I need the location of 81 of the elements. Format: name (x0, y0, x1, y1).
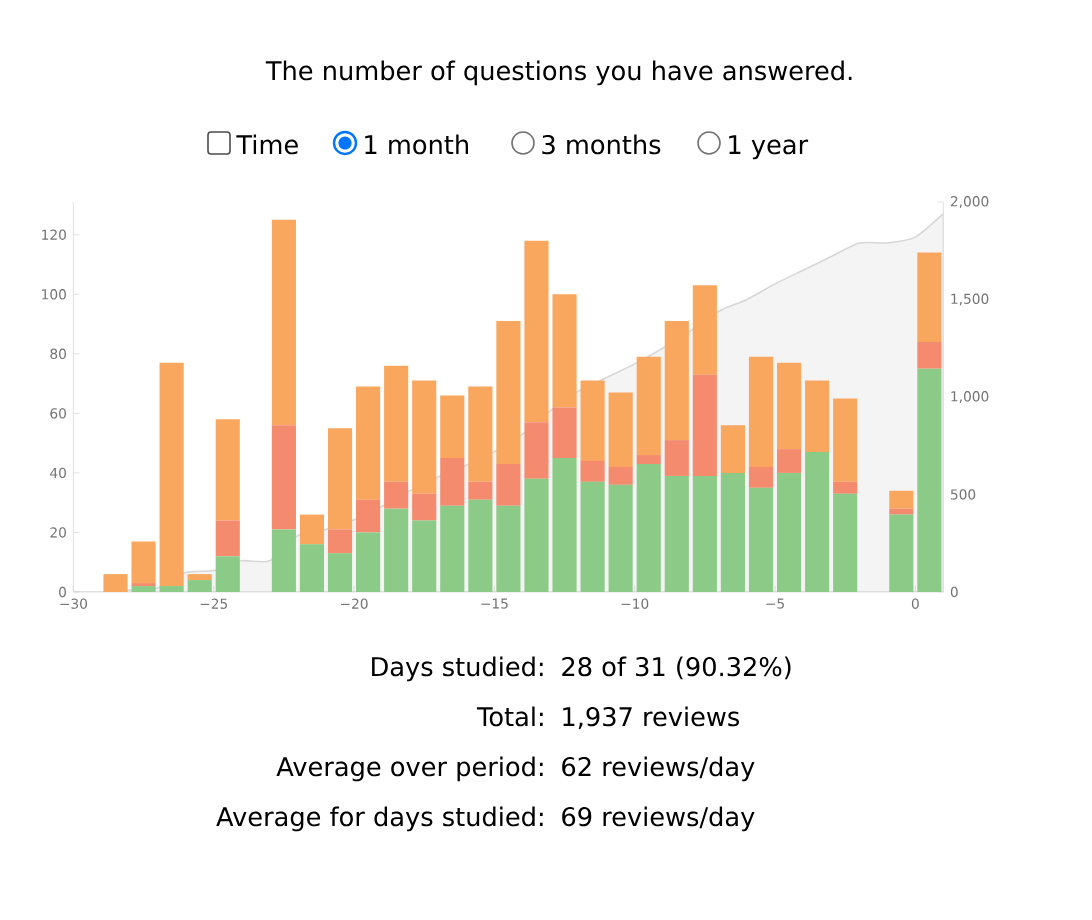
bar (468, 499, 493, 592)
bar (580, 461, 605, 482)
bar (384, 508, 409, 592)
bar (187, 580, 212, 592)
bar (720, 472, 745, 592)
text: 28 of 31 (90.32%) (562, 656, 791, 680)
bar (664, 440, 689, 476)
text: Time (236, 134, 298, 155)
bar (692, 285, 717, 375)
text: 62 reviews/day (562, 756, 755, 782)
bar (440, 458, 465, 506)
bar (805, 380, 830, 453)
bar (917, 368, 942, 592)
bar (215, 556, 240, 592)
bar (889, 514, 914, 592)
bar (917, 252, 942, 342)
bar (159, 362, 184, 587)
bar (299, 514, 325, 545)
bar (664, 475, 689, 592)
bar (776, 472, 802, 592)
bar (889, 490, 914, 509)
bar (384, 365, 409, 482)
bar (327, 529, 353, 554)
bar (833, 481, 858, 494)
bar (496, 505, 521, 592)
bar (215, 520, 240, 557)
bar (692, 374, 717, 476)
bar (692, 475, 717, 592)
text: 1 month (365, 134, 468, 155)
bar (468, 481, 493, 500)
text: 1 year (729, 135, 809, 160)
text: 3 months (542, 134, 661, 155)
bar (664, 321, 689, 441)
bar (720, 425, 745, 473)
bar (608, 392, 633, 467)
bar (412, 380, 437, 494)
bar (384, 481, 409, 509)
bar (496, 463, 521, 506)
bar (356, 499, 381, 533)
bar (636, 463, 661, 592)
bar (833, 493, 858, 592)
bar (748, 356, 774, 467)
bar (271, 529, 296, 592)
bar (748, 487, 774, 592)
text: Total: (476, 706, 543, 727)
bar (187, 574, 212, 581)
bar (159, 586, 184, 592)
bar (440, 395, 465, 459)
bar (412, 520, 437, 592)
bar (917, 341, 942, 369)
bar (271, 219, 296, 426)
bar (215, 419, 240, 521)
bar (776, 362, 802, 450)
bar (608, 466, 633, 485)
bar (327, 428, 353, 530)
bar (805, 452, 830, 592)
text: Average for days studied: (216, 806, 543, 832)
text: 1,937 reviews (563, 706, 740, 729)
bar (833, 398, 858, 482)
bar (356, 532, 381, 592)
bar (412, 493, 437, 521)
text: 69 reviews/day (562, 806, 755, 832)
bar (271, 425, 296, 530)
chart-title: The number of questions you have answered. (265, 60, 852, 86)
text: Average over period: (276, 756, 543, 782)
bar (580, 380, 605, 461)
bar (748, 466, 774, 488)
bar (580, 481, 605, 592)
bar (327, 553, 353, 592)
text: Days studied: (372, 656, 543, 682)
bar (131, 586, 156, 592)
bar (889, 508, 914, 515)
bar (496, 321, 521, 464)
bar (468, 386, 493, 482)
bar (299, 544, 325, 592)
bar (356, 386, 381, 500)
bar (776, 449, 802, 473)
bar (636, 356, 661, 456)
bar (608, 484, 633, 592)
bar (440, 505, 465, 592)
bar (636, 455, 661, 464)
